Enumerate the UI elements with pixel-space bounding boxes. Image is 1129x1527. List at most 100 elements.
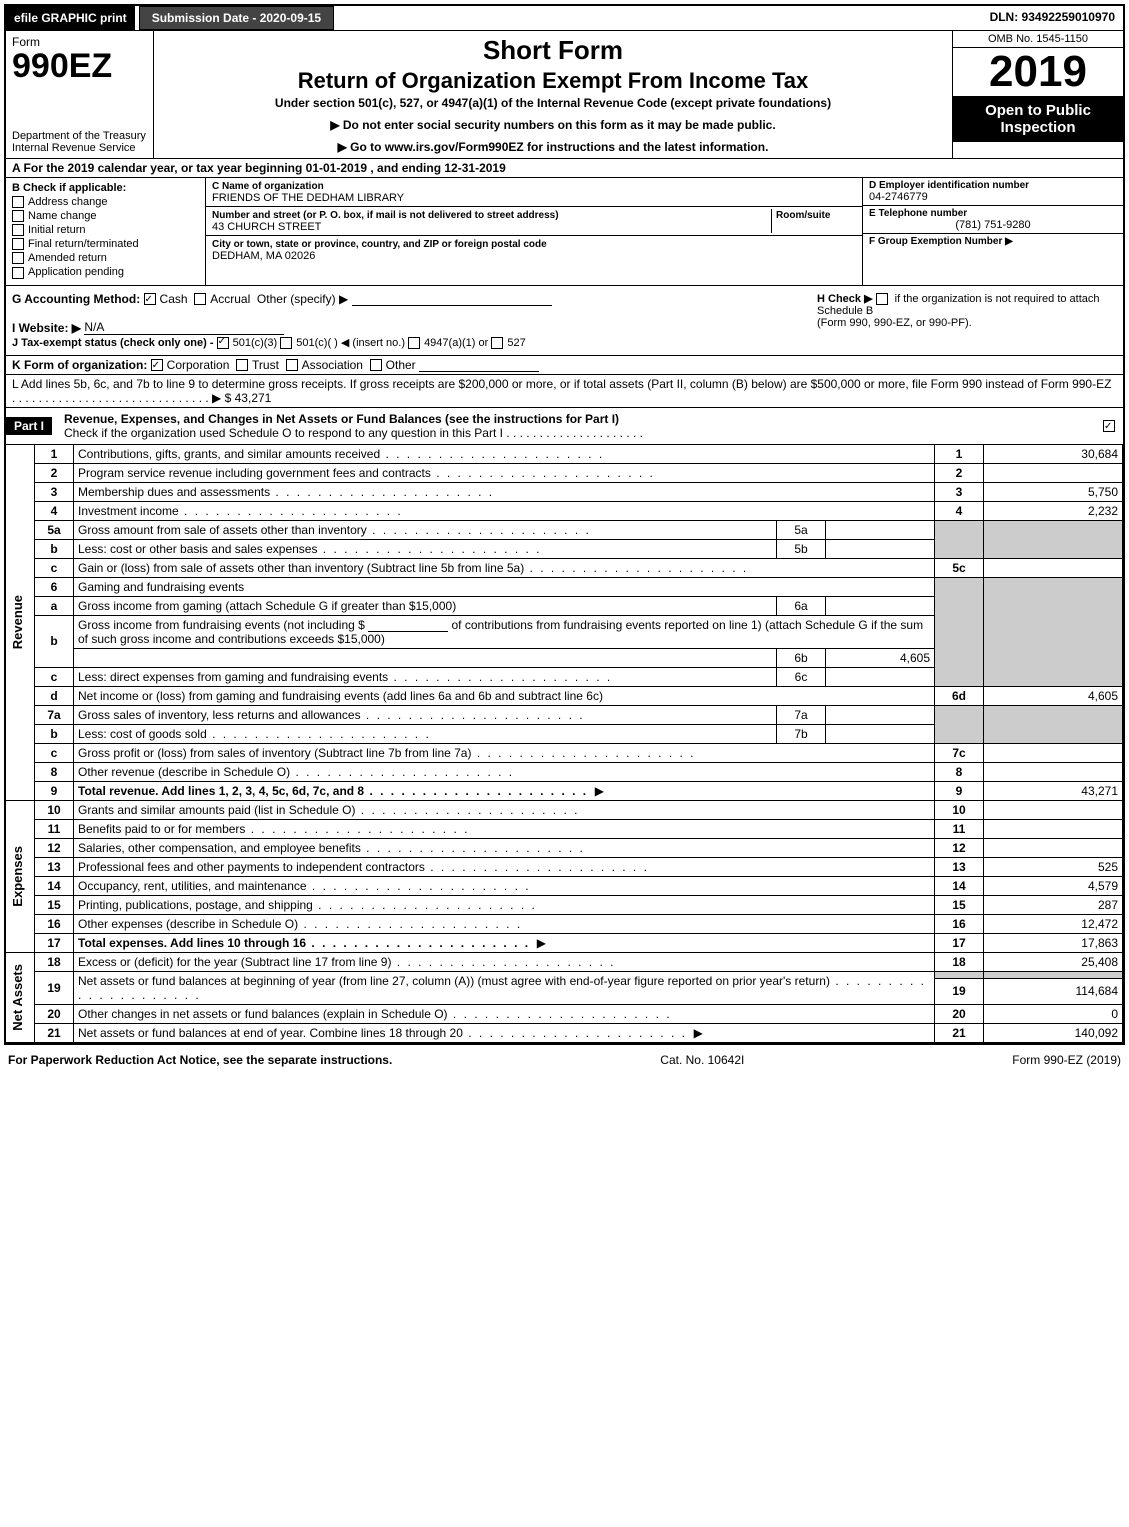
top-bar: efile GRAPHIC print Submission Date - 20…: [6, 6, 1123, 30]
trust-label: Trust: [252, 358, 279, 372]
assoc-label: Association: [302, 358, 363, 372]
line-7c-desc: Gross profit or (loss) from sales of inv…: [78, 746, 696, 760]
line-17-no: 17: [35, 933, 74, 952]
checkbox-schedule-b-not-required[interactable]: [876, 293, 888, 305]
header-left: Form 990EZ Department of the Treasury In…: [6, 31, 154, 158]
checkbox-name-change[interactable]: [12, 210, 24, 222]
page-footer: For Paperwork Reduction Act Notice, see …: [0, 1049, 1129, 1071]
line-7c-amount: [984, 743, 1123, 762]
checkbox-trust[interactable]: [236, 359, 248, 371]
line-21-col: 21: [935, 1023, 984, 1042]
line-14-amount: 4,579: [984, 876, 1123, 895]
line-16-amount: 12,472: [984, 914, 1123, 933]
l-amount: $ 43,271: [225, 391, 272, 405]
checkbox-amended-return[interactable]: [12, 252, 24, 264]
phone-label: E Telephone number: [869, 208, 1117, 219]
part-i-title: Revenue, Expenses, and Changes in Net As…: [64, 412, 619, 426]
line-12-col: 12: [935, 838, 984, 857]
other-specify-input[interactable]: [352, 305, 552, 306]
checkbox-527[interactable]: [491, 337, 503, 349]
line-9-no: 9: [35, 781, 74, 800]
line-15-amount: 287: [984, 895, 1123, 914]
line-10-amount: [984, 800, 1123, 819]
line-6b-desc1: Gross income from fundraising events (no…: [78, 618, 365, 632]
line-5b-subval: [826, 539, 935, 558]
checkbox-4947[interactable]: [408, 337, 420, 349]
line-9-desc: Total revenue. Add lines 1, 2, 3, 4, 5c,…: [78, 784, 588, 798]
submission-date-button[interactable]: Submission Date - 2020-09-15: [139, 6, 334, 30]
501c-label: 501(c)( ) ◀ (insert no.): [296, 337, 405, 349]
line-6a-subval: [826, 596, 935, 615]
line-11-col: 11: [935, 819, 984, 838]
line-5c-desc: Gain or (loss) from sale of assets other…: [78, 561, 748, 575]
table-row: 5a Gross amount from sale of assets othe…: [6, 520, 1123, 539]
table-row: 4 Investment income 4 2,232: [6, 501, 1123, 520]
line-17-amount: 17,863: [984, 933, 1123, 952]
line-5a-subval: [826, 520, 935, 539]
table-row: 13 Professional fees and other payments …: [6, 857, 1123, 876]
line-20-no: 20: [35, 1004, 74, 1023]
line-7a-no: 7a: [35, 705, 74, 724]
line-17-desc: Total expenses. Add lines 10 through 16: [78, 936, 530, 950]
line-7a-sub: 7a: [777, 705, 826, 724]
checkbox-initial-return[interactable]: [12, 224, 24, 236]
accrual-label: Accrual: [210, 292, 250, 306]
line-1-amount: 30,684: [984, 444, 1123, 463]
checkbox-final-return[interactable]: [12, 238, 24, 250]
line-5b-desc: Less: cost or other basis and sales expe…: [78, 542, 542, 556]
table-row: 17 Total expenses. Add lines 10 through …: [6, 933, 1123, 952]
table-row: d Net income or (loss) from gaming and f…: [6, 686, 1123, 705]
checkbox-501c3[interactable]: [217, 337, 229, 349]
irs-label: Internal Revenue Service: [12, 142, 136, 154]
line-18-desc: Excess or (deficit) for the year (Subtra…: [78, 955, 615, 969]
line-7c-no: c: [35, 743, 74, 762]
line-3-col: 3: [935, 482, 984, 501]
line-3-amount: 5,750: [984, 482, 1123, 501]
line-20-desc: Other changes in net assets or fund bala…: [78, 1007, 672, 1021]
table-row: 9 Total revenue. Add lines 1, 2, 3, 4, 5…: [6, 781, 1123, 800]
line-6-desc: Gaming and fundraising events: [74, 577, 935, 596]
box-h: H Check ▶ if the organization is not req…: [807, 292, 1117, 349]
line-7a-subval: [826, 705, 935, 724]
line-6b-no: b: [35, 615, 74, 667]
checkbox-501c[interactable]: [280, 337, 292, 349]
short-form-title: Short Form: [162, 35, 944, 66]
form-org-label: K Form of organization:: [12, 358, 147, 372]
box-def: D Employer identification number 04-2746…: [863, 178, 1123, 285]
line-11-desc: Benefits paid to or for members: [78, 822, 469, 836]
line-8-amount: [984, 762, 1123, 781]
checkbox-accrual[interactable]: [194, 293, 206, 305]
527-label: 527: [507, 337, 525, 349]
line-2-desc: Program service revenue including govern…: [78, 466, 655, 480]
revenue-section-label: Revenue: [10, 595, 25, 649]
line-18-amount: 25,408: [984, 952, 1123, 971]
gh-row: G Accounting Method: Cash Accrual Other …: [6, 285, 1123, 355]
line-6-no: 6: [35, 577, 74, 596]
checkbox-association[interactable]: [286, 359, 298, 371]
other-org-label: Other: [386, 358, 416, 372]
part-i-check-text: Check if the organization used Schedule …: [64, 426, 503, 440]
checkbox-application-pending[interactable]: [12, 267, 24, 279]
line-11-amount: [984, 819, 1123, 838]
form-990ez: efile GRAPHIC print Submission Date - 20…: [4, 4, 1125, 1045]
line-15-no: 15: [35, 895, 74, 914]
checkbox-other-org[interactable]: [370, 359, 382, 371]
efile-print-button[interactable]: efile GRAPHIC print: [6, 6, 135, 30]
org-name-label: C Name of organization: [212, 181, 324, 192]
other-org-input[interactable]: [419, 371, 539, 372]
form-header: Form 990EZ Department of the Treasury In…: [6, 30, 1123, 158]
initial-return-label: Initial return: [28, 224, 85, 236]
line-2-col: 2: [935, 463, 984, 482]
line-21-amount: 140,092: [984, 1023, 1123, 1042]
address-change-label: Address change: [28, 196, 108, 208]
checkbox-cash[interactable]: [144, 293, 156, 305]
line-12-amount: [984, 838, 1123, 857]
checkbox-corporation[interactable]: [151, 359, 163, 371]
ein-label: D Employer identification number: [869, 180, 1117, 191]
line-6a-sub: 6a: [777, 596, 826, 615]
checkbox-address-change[interactable]: [12, 196, 24, 208]
line-5c-amount: [984, 558, 1123, 577]
checkbox-schedule-o-part-i[interactable]: [1103, 420, 1115, 432]
line-13-no: 13: [35, 857, 74, 876]
return-title: Return of Organization Exempt From Incom…: [162, 68, 944, 94]
